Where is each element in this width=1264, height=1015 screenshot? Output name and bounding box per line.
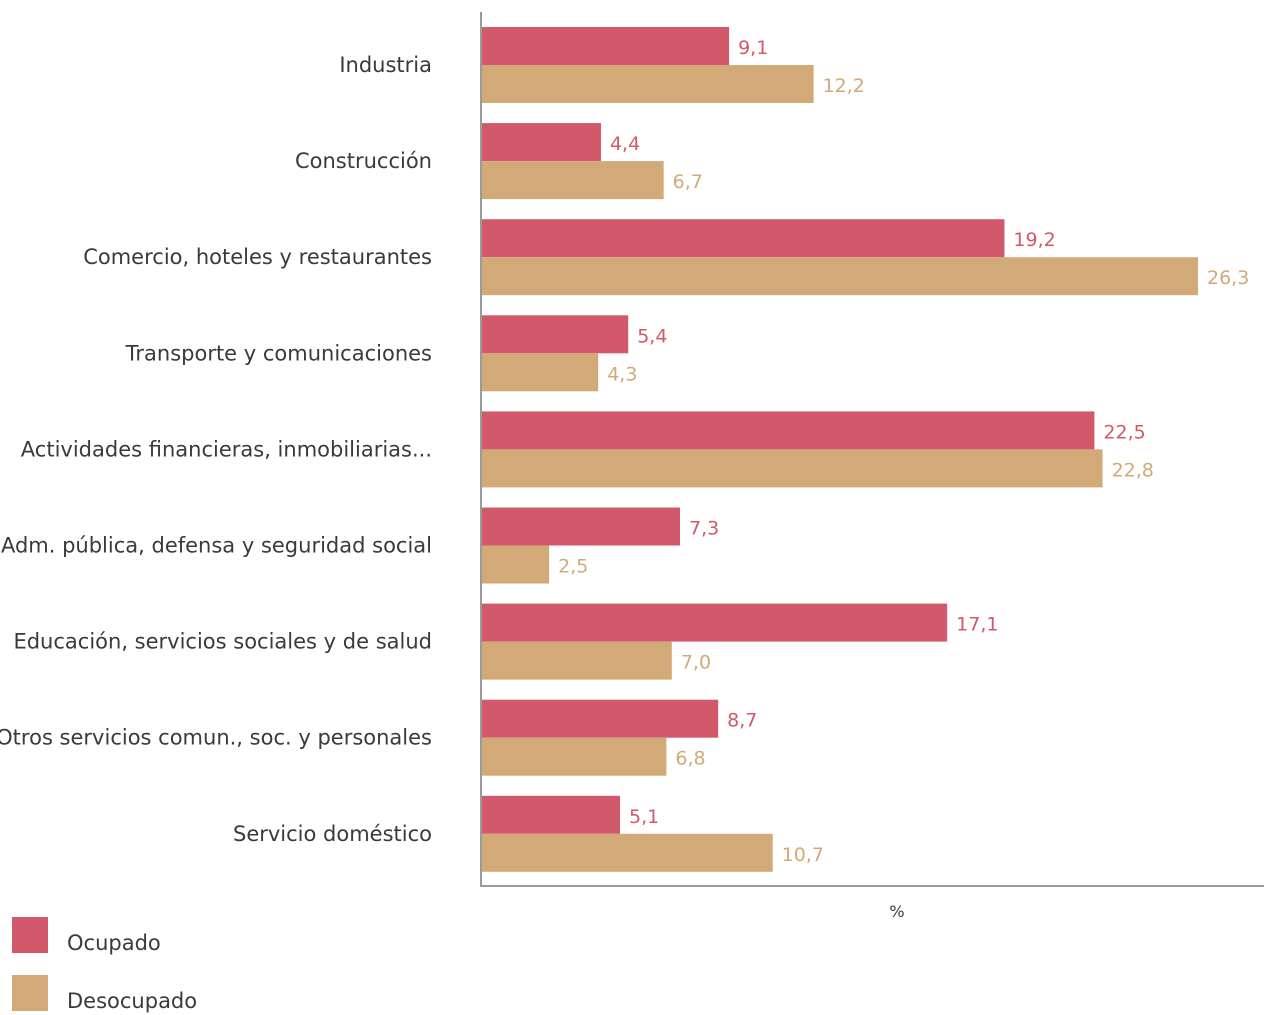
bar-ocupado — [481, 795, 621, 834]
bar-desocupado — [481, 257, 1198, 296]
legend-swatch-desocupado — [12, 975, 48, 1011]
bars-group: 9,1 12,2 4,4 6,7 19,2 26,3 5,44,3 22,5 22,8 7,3 2,… — [481, 27, 1249, 872]
data-label-ocupado: 9,1 — [738, 37, 768, 59]
legend: Ocupado Desocupado — [12, 917, 197, 1013]
axes-group — [480, 12, 1264, 887]
category-labels-group: Industria Construcción Comercio, hoteles y… — [0, 53, 432, 846]
category-label: Actividades financieras, inmobiliarias..… — [21, 437, 432, 461]
bar-ocupado — [481, 411, 1095, 450]
bar-ocupado — [481, 699, 719, 738]
data-label-ocupado: 8,7 — [727, 710, 757, 732]
category-label: Comercio, hoteles y restaurantes — [83, 245, 432, 269]
bar-ocupado — [481, 603, 948, 642]
bar-desocupado — [481, 161, 664, 200]
category-label: Adm. pública, defensa y seguridad social — [1, 534, 432, 558]
data-label-desocupado: 26,3 — [1207, 267, 1249, 289]
data-label-desocupado: 10,7 — [782, 844, 824, 866]
bar-ocupado — [481, 507, 681, 546]
category-label: Otros servicios comun., soc. y personale… — [0, 726, 432, 750]
data-label-ocupado: 22,5 — [1103, 421, 1145, 443]
bar-desocupado — [481, 65, 814, 103]
data-label-desocupado: 6,8 — [675, 748, 705, 770]
bar-ocupado — [481, 315, 629, 354]
bar-desocupado — [481, 833, 773, 872]
bar-ocupado — [481, 219, 1005, 258]
legend-swatch-ocupado — [12, 917, 48, 953]
data-label-ocupado: 7,3 — [689, 518, 719, 540]
data-label-ocupado: 19,2 — [1013, 229, 1055, 251]
bar-desocupado — [481, 545, 550, 584]
data-label-desocupado: 2,5 — [558, 556, 588, 578]
category-label: Construcción — [295, 149, 432, 173]
bar-desocupado — [481, 353, 599, 392]
category-label: Servicio doméstico — [233, 822, 432, 846]
category-label: Transporte y comunicaciones — [125, 341, 432, 365]
bar-ocupado — [481, 123, 601, 162]
legend-label-desocupado: Desocupado — [67, 989, 197, 1013]
data-label-desocupado: 12,2 — [823, 75, 865, 97]
bar-desocupado — [481, 641, 672, 680]
data-label-ocupado: 5,4 — [637, 325, 667, 347]
category-label: Educación, servicios sociales y de salud — [13, 630, 432, 654]
category-label: Industria — [339, 53, 432, 77]
data-label-ocupado: 4,4 — [610, 133, 640, 155]
data-label-ocupado: 5,1 — [629, 806, 659, 828]
x-axis-unit-label: % — [889, 902, 904, 921]
data-label-desocupado: 22,8 — [1112, 459, 1154, 481]
data-label-desocupado: 4,3 — [607, 363, 637, 385]
bar-desocupado — [481, 449, 1103, 488]
bar-desocupado — [481, 737, 667, 776]
data-label-ocupado: 17,1 — [956, 614, 998, 636]
data-label-desocupado: 6,7 — [673, 171, 703, 193]
legend-label-ocupado: Ocupado — [67, 931, 161, 955]
bar-ocupado — [481, 27, 730, 65]
data-label-desocupado: 7,0 — [681, 652, 711, 674]
